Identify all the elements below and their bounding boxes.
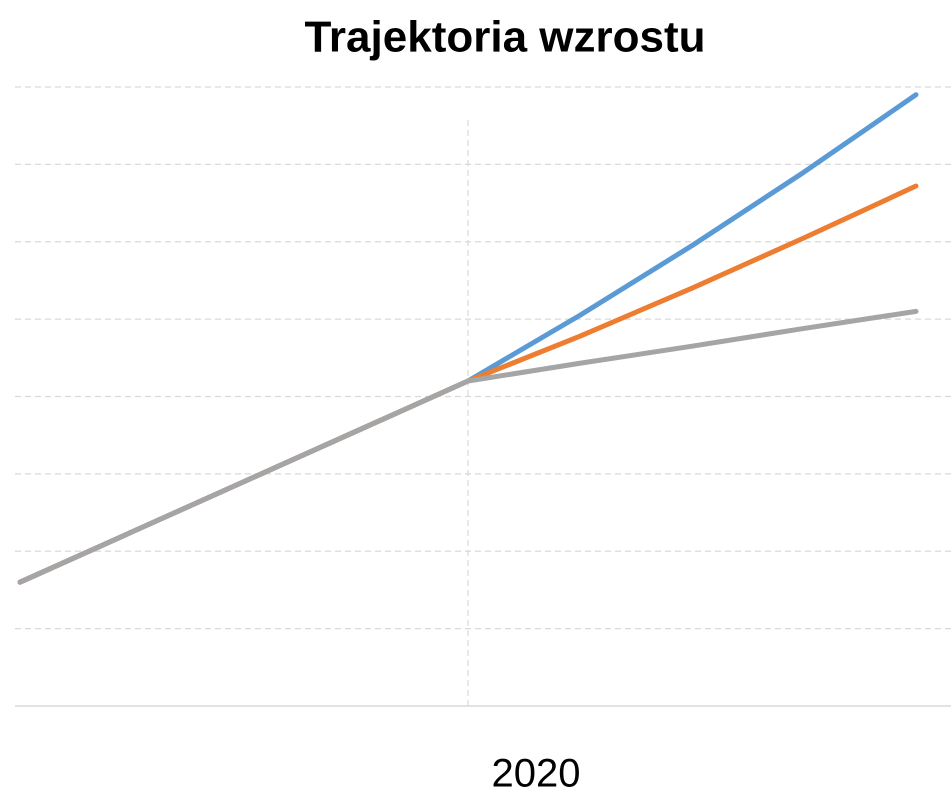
series-line bbox=[17, 308, 919, 585]
x-tick-label: 2020 bbox=[492, 752, 581, 796]
series-line bbox=[17, 92, 919, 585]
chart-title: Trajektoria wzrostu bbox=[304, 13, 705, 62]
